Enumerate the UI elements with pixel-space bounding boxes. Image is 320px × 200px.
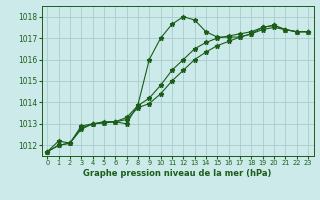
X-axis label: Graphe pression niveau de la mer (hPa): Graphe pression niveau de la mer (hPa) bbox=[84, 169, 272, 178]
